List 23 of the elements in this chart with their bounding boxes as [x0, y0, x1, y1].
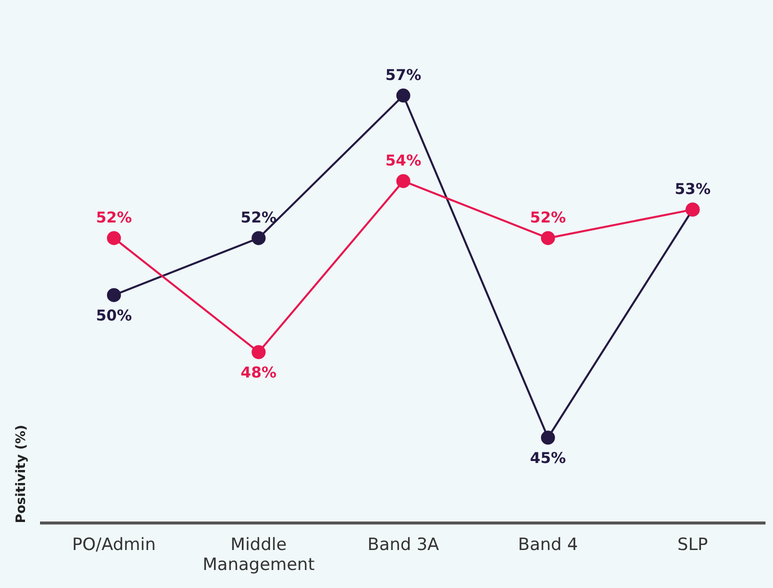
- data-label: 45%: [530, 449, 566, 468]
- x-tick-label: Middle Management: [202, 534, 315, 576]
- data-label: 57%: [385, 66, 422, 84]
- point: [106, 288, 121, 302]
- point: [396, 174, 410, 188]
- x-tick-label: Band 3A: [368, 534, 440, 555]
- data-label: 48%: [240, 364, 277, 382]
- data-label: 50%: [96, 306, 132, 324]
- data-label: 52%: [240, 208, 277, 226]
- data-label: 52%: [530, 208, 566, 226]
- data-label: 54%: [385, 151, 422, 170]
- point: [106, 231, 121, 246]
- x-tick-label: Band 4: [518, 534, 578, 555]
- point: [396, 88, 410, 103]
- data-label: 52%: [96, 208, 132, 226]
- point: [252, 345, 266, 360]
- data-label: 53%: [674, 180, 711, 198]
- point: [540, 430, 555, 445]
- x-tick-label: PO/Admin: [72, 534, 156, 555]
- point: [252, 231, 266, 246]
- point: [540, 231, 555, 246]
- y-axis-title: Positivity (%): [14, 424, 30, 524]
- x-tick-label: SLP: [677, 534, 708, 555]
